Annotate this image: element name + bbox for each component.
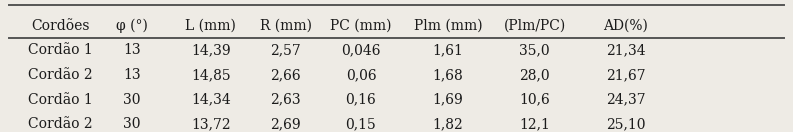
Text: 13: 13 xyxy=(123,43,140,57)
Text: AD(%): AD(%) xyxy=(603,19,648,33)
Text: 25,10: 25,10 xyxy=(606,117,646,131)
Text: 30: 30 xyxy=(123,117,140,131)
Text: 2,69: 2,69 xyxy=(270,117,301,131)
Text: Cordão 1: Cordão 1 xyxy=(29,43,93,57)
Text: 13: 13 xyxy=(123,68,140,82)
Text: Cordão 1: Cordão 1 xyxy=(29,93,93,107)
Text: 2,57: 2,57 xyxy=(270,43,301,57)
Text: 10,6: 10,6 xyxy=(519,93,550,107)
Text: 14,85: 14,85 xyxy=(191,68,231,82)
Text: 13,72: 13,72 xyxy=(191,117,231,131)
Text: 1,82: 1,82 xyxy=(432,117,463,131)
Text: 14,39: 14,39 xyxy=(191,43,231,57)
Text: 12,1: 12,1 xyxy=(519,117,550,131)
Text: R (mm): R (mm) xyxy=(260,19,312,33)
Text: Cordão 2: Cordão 2 xyxy=(29,68,93,82)
Text: L (mm): L (mm) xyxy=(186,19,236,33)
Text: 0,06: 0,06 xyxy=(346,68,376,82)
Text: 1,69: 1,69 xyxy=(432,93,463,107)
Text: PC (mm): PC (mm) xyxy=(330,19,392,33)
Text: Plm (mm): Plm (mm) xyxy=(414,19,482,33)
Text: 2,66: 2,66 xyxy=(270,68,301,82)
Text: 14,34: 14,34 xyxy=(191,93,231,107)
Text: 30: 30 xyxy=(123,93,140,107)
Text: 1,61: 1,61 xyxy=(432,43,463,57)
Text: 0,046: 0,046 xyxy=(341,43,381,57)
Text: 35,0: 35,0 xyxy=(519,43,550,57)
Text: 0,16: 0,16 xyxy=(346,93,377,107)
Text: 1,68: 1,68 xyxy=(432,68,463,82)
Text: 2,63: 2,63 xyxy=(270,93,301,107)
Text: Cordão 2: Cordão 2 xyxy=(29,117,93,131)
Text: Cordões: Cordões xyxy=(32,19,90,33)
Text: 24,37: 24,37 xyxy=(606,93,646,107)
Text: 21,34: 21,34 xyxy=(606,43,646,57)
Text: 0,15: 0,15 xyxy=(346,117,377,131)
Text: 21,67: 21,67 xyxy=(606,68,646,82)
Text: φ (°): φ (°) xyxy=(116,18,147,33)
Text: (Plm/PC): (Plm/PC) xyxy=(504,19,566,33)
Text: 28,0: 28,0 xyxy=(519,68,550,82)
